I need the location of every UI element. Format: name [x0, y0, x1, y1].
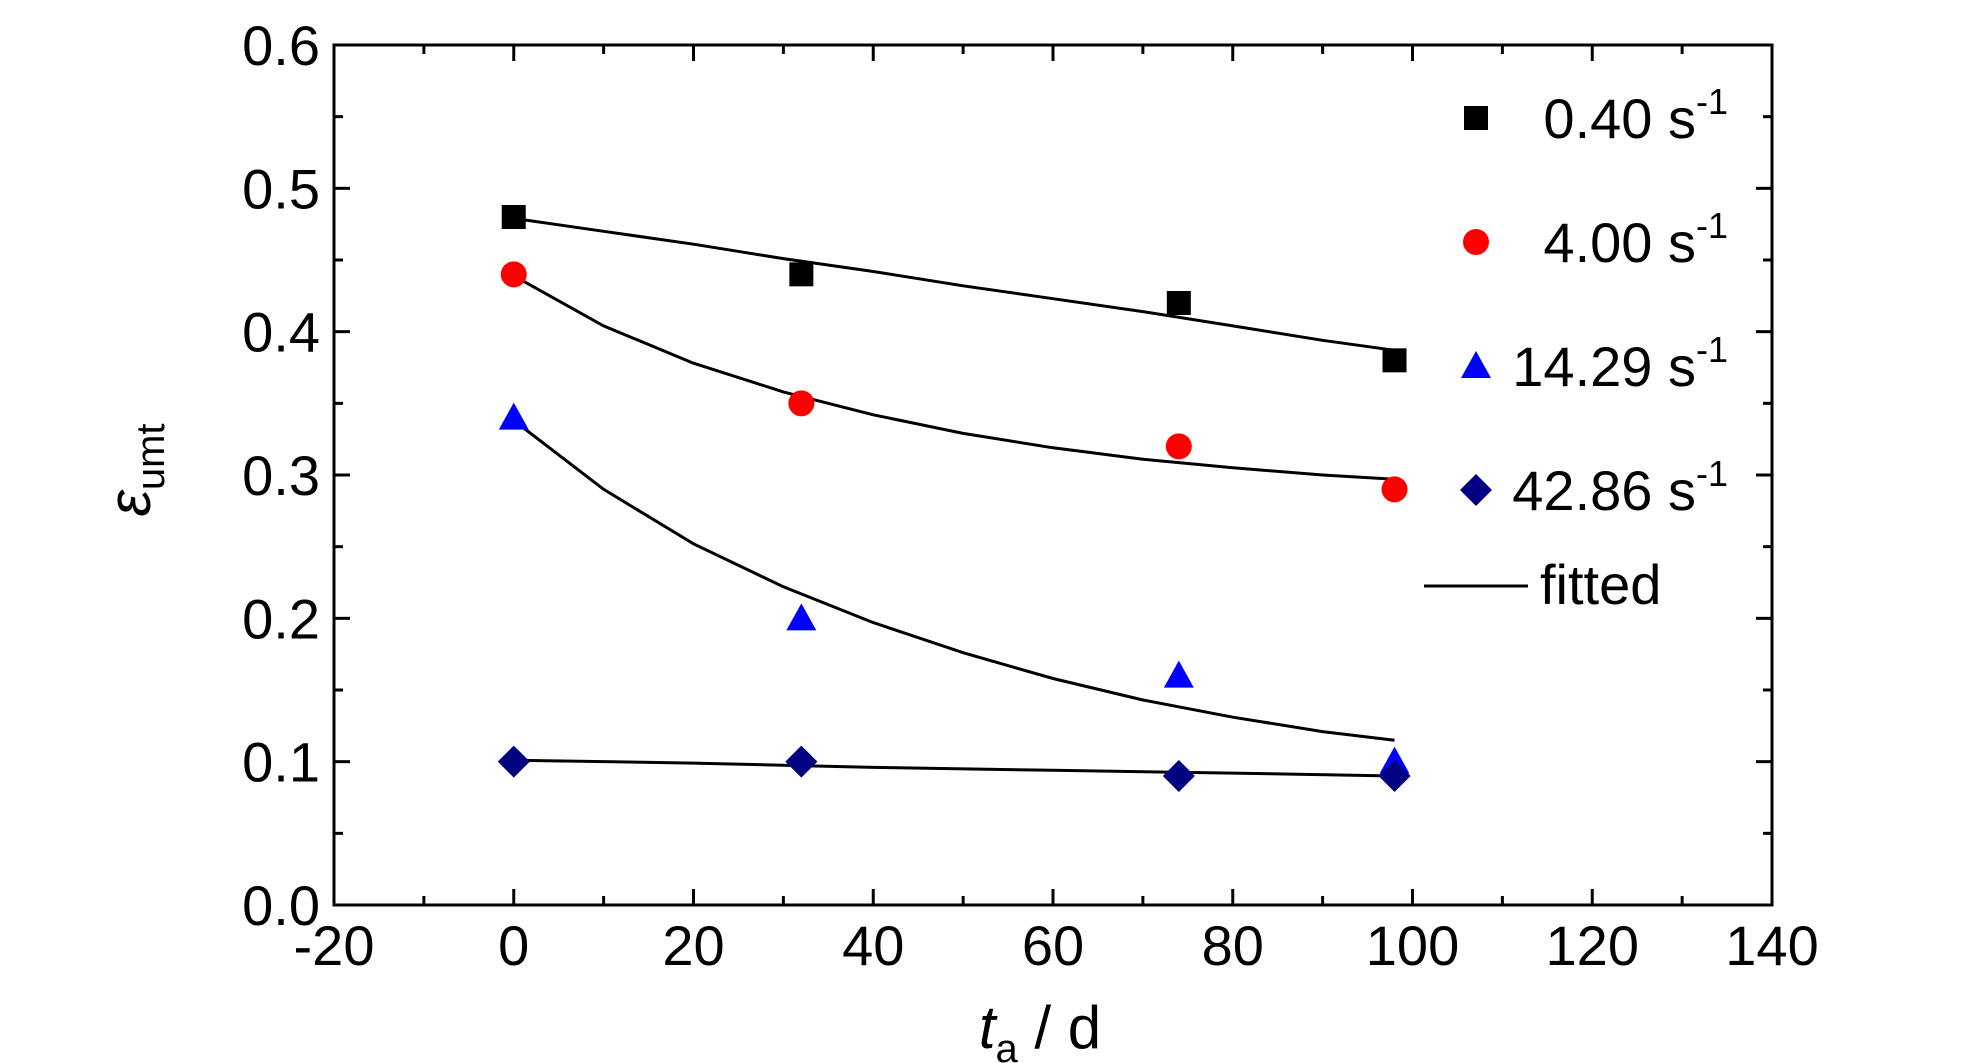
- y-tick-label: 0.5: [242, 157, 320, 220]
- y-tick-label: 0.0: [242, 874, 320, 937]
- legend-label-superscript: -1: [1696, 205, 1728, 246]
- legend-marker-circle: [1463, 229, 1489, 255]
- fitted-curves: [512, 216, 1395, 778]
- y-tick-label: 0.6: [242, 14, 320, 77]
- x-tick-label: 20: [662, 914, 724, 977]
- legend-fitted-label: fitted: [1540, 553, 1661, 616]
- data-point-square: [789, 262, 814, 287]
- x-tick-label: 100: [1366, 914, 1459, 977]
- data-point-circle: [1381, 476, 1408, 503]
- data-point-diamond: [1378, 760, 1411, 792]
- data-point-circle: [788, 390, 815, 417]
- data-point-square: [501, 205, 526, 229]
- data-point-square: [1382, 348, 1407, 373]
- legend-label: 42.86 s-1: [1512, 453, 1728, 522]
- y-tick-label: 0.3: [242, 444, 320, 507]
- legend-label-text: 42.86 s: [1512, 459, 1696, 522]
- y-axis-label-sub: umt: [129, 423, 173, 490]
- legend-label: 4.00 s-1: [1543, 205, 1728, 274]
- y-axis-ticks: 0.0 0.1 0.2 0.3 0.4 0.5 0.6: [242, 14, 1772, 937]
- legend-label-text: 4.00 s: [1543, 211, 1696, 274]
- data-point-triangle: [786, 603, 817, 631]
- x-axis-label-sub: a: [996, 1027, 1019, 1063]
- y-tick-label: 0.1: [242, 731, 320, 794]
- x-axis-label-rest: / d: [1018, 994, 1101, 1061]
- data-point-triangle: [498, 402, 529, 430]
- legend-label-superscript: -1: [1696, 81, 1728, 122]
- legend-label-text: 14.29 s: [1512, 335, 1696, 398]
- fitted-curve: [513, 274, 1395, 481]
- y-axis-label-main: ε: [96, 489, 163, 517]
- data-point-circle: [1165, 433, 1192, 460]
- x-tick-label: 40: [842, 914, 904, 977]
- x-tick-label: 0: [498, 914, 529, 977]
- legend-label-superscript: -1: [1696, 453, 1728, 494]
- data-point-diamond: [1162, 760, 1195, 792]
- fitted-curve: [513, 216, 1395, 352]
- legend-label: 0.40 s-1: [1543, 81, 1728, 150]
- legend-marker-diamond: [1460, 474, 1492, 506]
- x-axis-ticks: -20 0 20 40 60 80 100 120 140: [294, 45, 1819, 977]
- legend-label: 14.29 s-1: [1512, 329, 1728, 398]
- fitted-curve: [513, 758, 1395, 778]
- y-tick-label: 0.2: [242, 587, 320, 650]
- legend-label-text: 0.40 s: [1543, 87, 1696, 150]
- y-axis-label: εumt: [96, 423, 173, 516]
- data-markers: [497, 205, 1411, 792]
- data-point-diamond: [497, 745, 530, 778]
- legend-label-superscript: -1: [1696, 329, 1728, 370]
- x-tick-label: 140: [1725, 914, 1818, 977]
- x-tick-label: 120: [1546, 914, 1639, 977]
- fitted-curve: [512, 419, 1395, 742]
- legend-marker-triangle: [1461, 351, 1491, 378]
- x-axis-label-main: t: [979, 994, 998, 1061]
- data-point-circle: [500, 261, 527, 288]
- legend-marker-square: [1464, 106, 1488, 130]
- y-tick-label: 0.4: [242, 301, 320, 364]
- x-tick-label: 80: [1202, 914, 1264, 977]
- data-point-square: [1166, 291, 1191, 315]
- x-tick-label: 60: [1022, 914, 1084, 977]
- data-point-diamond: [785, 745, 818, 778]
- data-point-triangle: [1163, 660, 1194, 688]
- x-axis-label: ta / d: [979, 994, 1101, 1063]
- x-tick-label: -20: [294, 914, 375, 977]
